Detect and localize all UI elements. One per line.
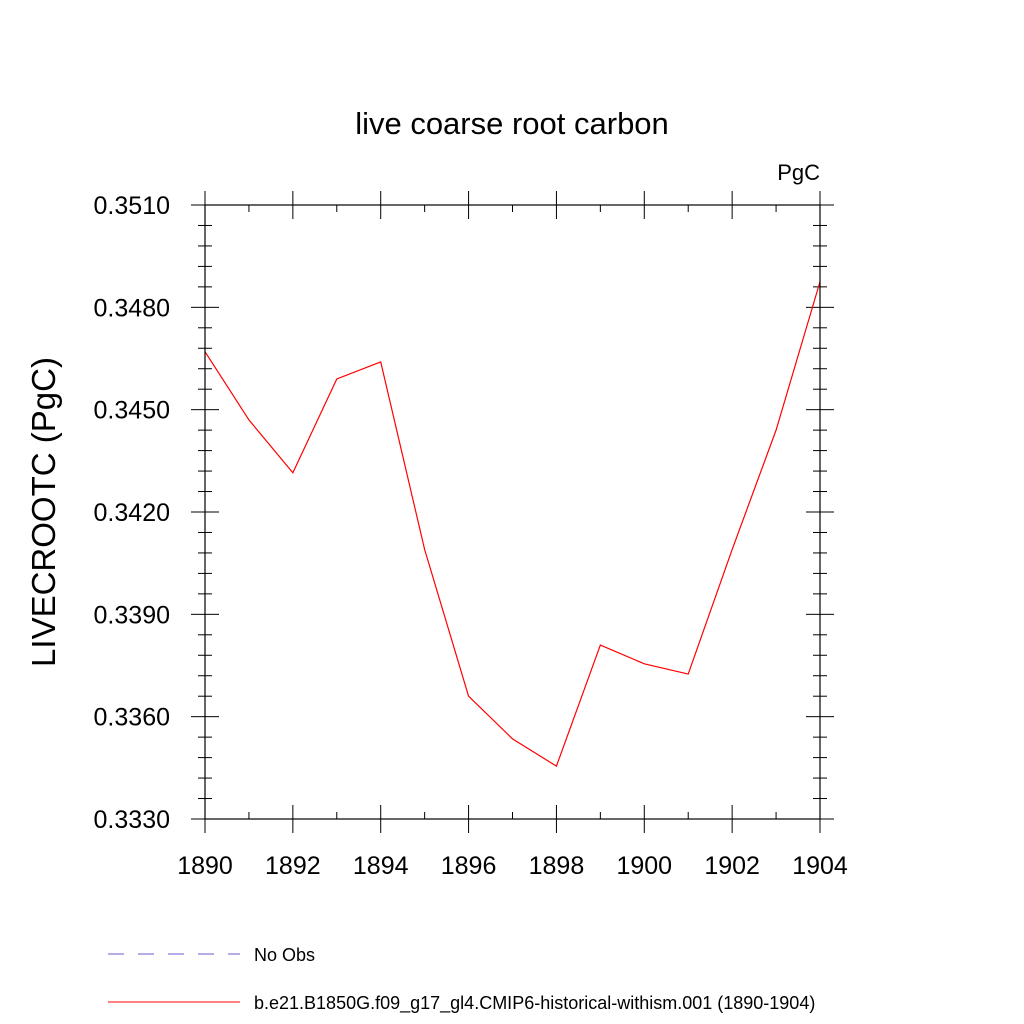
- y-tick-label: 0.3390: [94, 601, 170, 629]
- y-tick-label: 0.3480: [94, 294, 170, 322]
- x-tick-label: 1900: [616, 852, 672, 880]
- y-tick-label: 0.3420: [94, 499, 170, 527]
- legend-label: No Obs: [254, 945, 315, 965]
- units-label: PgC: [777, 160, 820, 185]
- y-tick-label: 0.3450: [94, 397, 170, 425]
- y-tick-labels: 0.3330 0.3360 0.3390 0.3420 0.3450 0.3480 0.35…: [94, 192, 170, 834]
- x-tick-label: 1902: [704, 852, 760, 880]
- legend: No Obs b.e21.B1850G.f09_g17_gl4.CMIP6-his…: [108, 945, 815, 1014]
- x-tick-label: 1904: [792, 852, 848, 880]
- y-tick-label: 0.3330: [94, 806, 170, 834]
- y-tick-label: 0.3360: [94, 704, 170, 732]
- y-axis-label: LIVECROOTC (PgC): [25, 357, 62, 667]
- y-tick-label: 0.3510: [94, 192, 170, 220]
- major-ticks: [191, 191, 834, 833]
- series-line: [204, 281, 821, 768]
- x-tick-label: 1898: [529, 852, 585, 880]
- chart-title: live coarse root carbon: [355, 106, 669, 141]
- plot-frame: [204, 204, 821, 820]
- series-layer: [204, 281, 821, 768]
- x-tick-labels: 1890 1892 1894 1896 1898 1900 1902 1904: [177, 852, 848, 880]
- minor-ticks: [198, 205, 827, 819]
- x-tick-label: 1896: [441, 852, 497, 880]
- x-tick-label: 1892: [265, 852, 321, 880]
- x-tick-label: 1894: [353, 852, 409, 880]
- x-tick-label: 1890: [177, 852, 233, 880]
- legend-label: b.e21.B1850G.f09_g17_gl4.CMIP6-historica…: [254, 993, 815, 1014]
